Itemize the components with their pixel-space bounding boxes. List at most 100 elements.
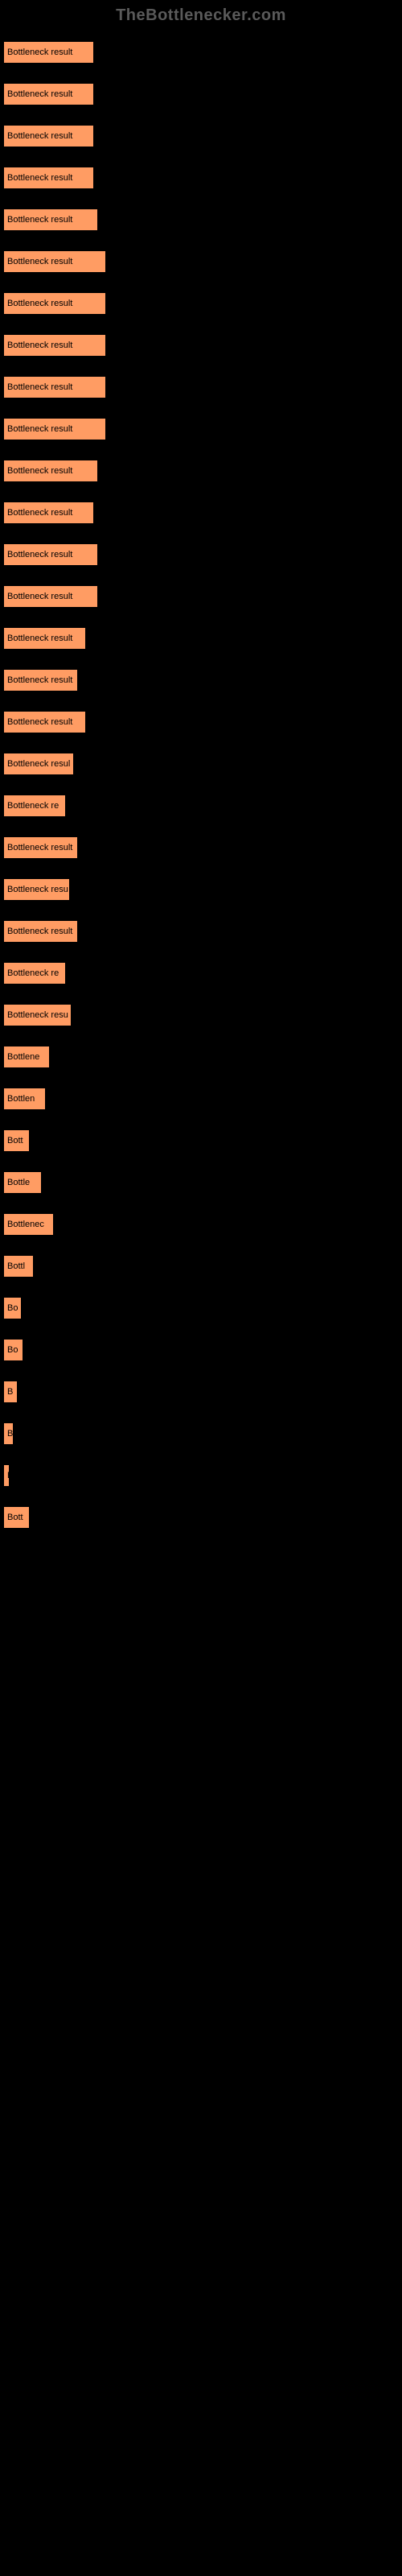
bar: B xyxy=(3,1422,14,1445)
bar: Bo xyxy=(3,1339,23,1361)
bar-row: Bottleneck result xyxy=(3,489,399,524)
bar-label-spacer xyxy=(3,1075,399,1088)
bar-row: Bottle xyxy=(3,1158,399,1194)
bar-label: B xyxy=(7,1429,13,1439)
bar: Bottleneck result xyxy=(3,83,94,105)
bar-label: Bottleneck result xyxy=(7,382,72,392)
bar-row: Bottleneck result xyxy=(3,614,399,650)
bar-label: Bottleneck result xyxy=(7,257,72,266)
bar-label: Bottleneck resu xyxy=(7,885,68,894)
bar-container: Bottlenec xyxy=(3,1213,399,1236)
bar-container: B xyxy=(3,1422,399,1445)
bar-label: Bottleneck result xyxy=(7,424,72,434)
bar-row: Bottleneck re xyxy=(3,949,399,985)
bar-label-spacer xyxy=(3,279,399,292)
bar-label: Bottleneck result xyxy=(7,89,72,99)
bar: Bottleneck result xyxy=(3,836,78,859)
bar-row: Bottlene xyxy=(3,1033,399,1068)
bar-row: Bottleneck result xyxy=(3,405,399,440)
bar-label: Bottleneck result xyxy=(7,131,72,141)
bar-label: Bottleneck result xyxy=(7,47,72,57)
bar-label-spacer xyxy=(3,1284,399,1297)
bar-row: Bottleneck result xyxy=(3,656,399,691)
bar-label-spacer xyxy=(3,405,399,418)
bar-label-spacer xyxy=(3,1033,399,1046)
bar-container: Bottleneck result xyxy=(3,41,399,64)
bar-label-spacer xyxy=(3,991,399,1004)
bar-container: Bottleneck result xyxy=(3,83,399,105)
bar: Bottlen xyxy=(3,1088,46,1110)
bar-label-spacer xyxy=(3,824,399,836)
bar: Bottleneck result xyxy=(3,711,86,733)
bar-label-spacer xyxy=(3,572,399,585)
bar-label-spacer xyxy=(3,237,399,250)
bar: Bott xyxy=(3,1129,30,1152)
bar-container: Bottleneck result xyxy=(3,920,399,943)
bar-container: Bo xyxy=(3,1339,399,1361)
bar-label-spacer xyxy=(3,154,399,167)
bar: Bottleneck resu xyxy=(3,1004,72,1026)
bar-container: Bott xyxy=(3,1129,399,1152)
bar-container: Bottleneck resu xyxy=(3,878,399,901)
bar-label-spacer xyxy=(3,530,399,543)
bar-container: Bo xyxy=(3,1297,399,1319)
bar-container: Bottleneck result xyxy=(3,125,399,147)
bar-row: Bottleneck result xyxy=(3,572,399,608)
bar-row: Bottleneck resu xyxy=(3,865,399,901)
bar-label: Bo xyxy=(7,1345,18,1355)
bar-row: Bottl xyxy=(3,1242,399,1278)
bar: Bottleneck result xyxy=(3,250,106,273)
bar: Bottleneck result xyxy=(3,418,106,440)
bar: Bottleneck result xyxy=(3,502,94,524)
bar: Bottleneck result xyxy=(3,585,98,608)
bar-container: Bottleneck result xyxy=(3,334,399,357)
bar-label-spacer xyxy=(3,1326,399,1339)
bar: Bottleneck result xyxy=(3,627,86,650)
bar-container: Bottlen xyxy=(3,1088,399,1110)
bar-chart: Bottleneck result Bottleneck result Bottle… xyxy=(0,28,402,1551)
bar-row: Bottleneck result xyxy=(3,907,399,943)
bar: Bottleneck re xyxy=(3,962,66,985)
bar-label: Bottleneck result xyxy=(7,927,72,936)
bar-row: Bott xyxy=(3,1493,399,1529)
bar-label: Bott xyxy=(7,1136,23,1146)
bar-label: Bottl xyxy=(7,1261,25,1271)
bar-label: Bottleneck result xyxy=(7,299,72,308)
bar: Bottleneck result xyxy=(3,669,78,691)
bar: Bottleneck result xyxy=(3,208,98,231)
bar-container: Bottleneck result xyxy=(3,836,399,859)
bar-label: Bottlen xyxy=(7,1094,35,1104)
bar-container: Bottleneck result xyxy=(3,627,399,650)
bar: Bottleneck re xyxy=(3,795,66,817)
bar-container: Bottleneck result xyxy=(3,292,399,315)
bar-label: Bo xyxy=(7,1303,18,1313)
bar-label-spacer xyxy=(3,1158,399,1171)
bar-label: Bottleneck result xyxy=(7,843,72,852)
bar-label-spacer xyxy=(3,949,399,962)
bar-row: Bottleneck result xyxy=(3,321,399,357)
bar-row: E xyxy=(3,1451,399,1487)
bar-row: Bottleneck result xyxy=(3,447,399,482)
bar-label-spacer xyxy=(3,321,399,334)
bar-label-spacer xyxy=(3,1200,399,1213)
bar: Bottleneck result xyxy=(3,41,94,64)
bar-label: Bottleneck re xyxy=(7,968,59,978)
bar-row: Bottleneck result xyxy=(3,196,399,231)
bar-label-spacer xyxy=(3,865,399,878)
bar-label: E xyxy=(7,1471,10,1480)
bar-label-spacer xyxy=(3,1410,399,1422)
bar-label: Bottleneck result xyxy=(7,634,72,643)
bar-container: Bottleneck result xyxy=(3,167,399,189)
bar: Bott xyxy=(3,1506,30,1529)
bar-label-spacer xyxy=(3,614,399,627)
bar-row: Bottleneck result xyxy=(3,28,399,64)
bar-label: Bottleneck result xyxy=(7,592,72,601)
bar-label-spacer xyxy=(3,447,399,460)
bar-row: Bo xyxy=(3,1284,399,1319)
bar-row: Bottlenec xyxy=(3,1200,399,1236)
bar-container: Bottleneck result xyxy=(3,669,399,691)
bar-label-spacer xyxy=(3,1451,399,1464)
bar-row: Bottleneck result xyxy=(3,824,399,859)
bar-label-spacer xyxy=(3,656,399,669)
bar-label-spacer xyxy=(3,740,399,753)
